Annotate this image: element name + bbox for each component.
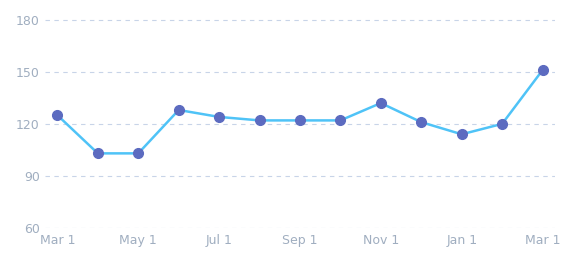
Point <box>417 120 426 124</box>
Point <box>174 108 183 112</box>
Point <box>457 132 466 136</box>
Point <box>336 118 345 123</box>
Point <box>134 151 143 156</box>
Point <box>255 118 264 123</box>
Point <box>498 122 507 126</box>
Point <box>376 101 385 105</box>
Point <box>215 115 224 119</box>
Point <box>538 68 547 72</box>
Point <box>295 118 305 123</box>
Point <box>93 151 102 156</box>
Point <box>53 113 62 117</box>
